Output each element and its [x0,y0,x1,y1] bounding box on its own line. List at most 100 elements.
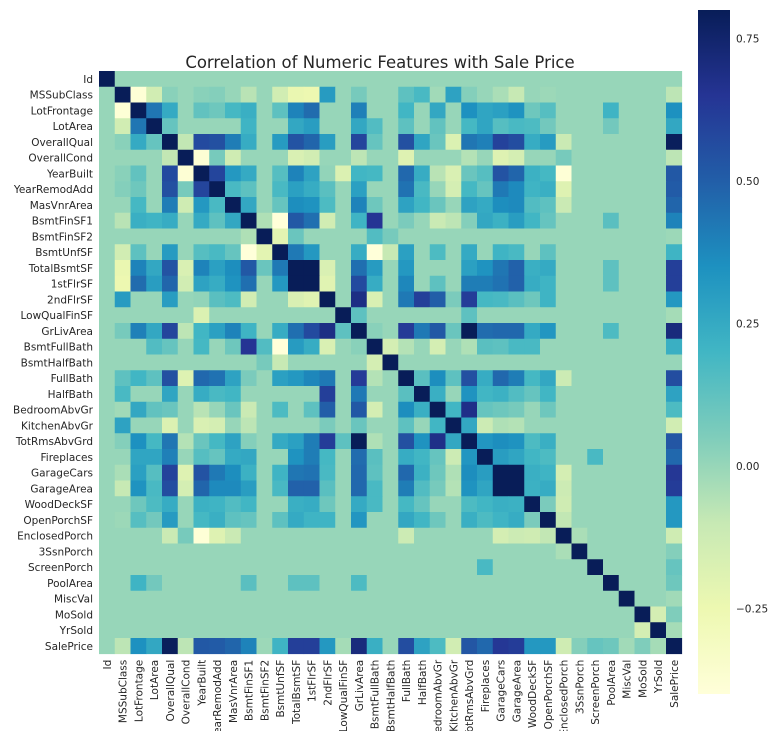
x-tick-label: LowQualFinSF [338,660,350,731]
y-tick-label: OverallQual [31,137,93,149]
heatmap-cell-LotArea-YearRemodAdd [209,118,226,135]
heatmap-cell-YearRemodAdd-EnclosedPorch [555,181,572,198]
heatmap-cell-Id-3SsnPorch [571,71,588,88]
heatmap-cell-BsmtHalfBath-KitchenAbvGr [445,354,462,371]
heatmap-cell-MSSubClass-LotArea [146,86,163,103]
heatmap-cell-GrLivArea-PoolArea [603,323,620,340]
heatmap-cell-MoSold-ScreenPorch [587,606,604,623]
heatmap-cell-OverallQual-OverallQual [162,134,179,151]
heatmap-cell-GarageArea-BsmtUnfSF [272,480,289,497]
heatmap-cell-YrSold-MoSold [634,622,651,639]
heatmap-cell-WoodDeckSF-GarageArea [508,496,525,513]
heatmap-cell-WoodDeckSF-EnclosedPorch [555,496,572,513]
heatmap-cell-MSSubClass-Fireplaces [477,86,494,103]
heatmap-cell-FullBath-2ndFlrSF [319,370,336,387]
heatmap-cell-PoolArea-BsmtUnfSF [272,575,289,592]
heatmap-cell-GrLivArea-MiscVal [618,323,635,340]
chart-title: Correlation of Numeric Features with Sal… [185,53,574,72]
heatmap-cell-TotRmsAbvGrd-2ndFlrSF [319,433,336,450]
heatmap-cell-YearRemodAdd-MiscVal [618,181,635,198]
heatmap-cell-BsmtUnfSF-Id [99,244,116,261]
heatmap-cell-Id-YearBuilt [193,71,210,88]
heatmap-cell-KitchenAbvGr-ScreenPorch [587,417,604,434]
heatmap-cell-WoodDeckSF-LowQualFinSF [335,496,352,513]
heatmap-cell-BsmtFinSF2-OpenPorchSF [540,228,557,245]
heatmap-cell-2ndFlrSF-Id [99,291,116,308]
y-tick-label: BsmtFinSF2 [32,231,93,243]
heatmap-cell-YearBuilt-ScreenPorch [587,165,604,182]
heatmap-cell-PoolArea-3SsnPorch [571,575,588,592]
heatmap-cell-LowQualFinSF-KitchenAbvGr [445,307,462,324]
heatmap-cell-MSSubClass-PoolArea [603,86,620,103]
x-tick-label: SalePrice [669,660,681,708]
heatmap-cell-BsmtHalfBath-YearRemodAdd [209,354,226,371]
heatmap-cell-Fireplaces-EnclosedPorch [555,449,572,466]
heatmap-cell-YearBuilt-BsmtFinSF2 [256,165,273,182]
heatmap-cell-MiscVal-HalfBath [414,590,431,607]
heatmap-cell-GarageArea-HalfBath [414,480,431,497]
heatmap-cell-LowQualFinSF-YearBuilt [193,307,210,324]
heatmap-cell-TotalBsmtSF-OverallCond [177,260,194,277]
heatmap-cell-Id-BsmtFullBath [366,71,383,88]
heatmap-cell-YearBuilt-OpenPorchSF [540,165,557,182]
heatmap-cell-YearBuilt-EnclosedPorch [555,165,572,182]
heatmap-cell-ScreenPorch-2ndFlrSF [319,559,336,576]
heatmap-cell-KitchenAbvGr-1stFlrSF [303,417,320,434]
heatmap-cell-YearBuilt-BsmtUnfSF [272,165,289,182]
heatmap-cell-LowQualFinSF-GarageArea [508,307,525,324]
heatmap-cell-OpenPorchSF-BsmtFullBath [366,512,383,529]
heatmap-cell-LotArea-YearBuilt [193,118,210,135]
heatmap-cell-BsmtHalfBath-MoSold [634,354,651,371]
heatmap-cell-OverallCond-PoolArea [603,149,620,166]
heatmap-cell-YearRemodAdd-LowQualFinSF [335,181,352,198]
heatmap-cell-2ndFlrSF-3SsnPorch [571,291,588,308]
heatmap-cell-GrLivArea-MasVnrArea [225,323,242,340]
heatmap-cell-LotFrontage-MiscVal [618,102,635,119]
heatmap-cell-HalfBath-TotRmsAbvGrd [461,386,478,403]
heatmap-cell-BsmtFullBath-LotFrontage [130,338,147,355]
heatmap-cell-YearRemodAdd-BsmtHalfBath [382,181,399,198]
heatmap-cell-MSSubClass-ScreenPorch [587,86,604,103]
heatmap-cell-LotArea-SalePrice [666,118,683,135]
heatmap-cell-OverallCond-FullBath [398,149,415,166]
heatmap-cell-GrLivArea-MSSubClass [114,323,131,340]
heatmap-cell-BsmtFullBath-KitchenAbvGr [445,338,462,355]
heatmap-cell-3SsnPorch-LowQualFinSF [335,543,352,560]
heatmap-cell-SalePrice-ScreenPorch [587,638,604,655]
heatmap-cell-LotFrontage-MasVnrArea [225,102,242,119]
heatmap-cell-Fireplaces-2ndFlrSF [319,449,336,466]
heatmap-cell-OverallQual-YearRemodAdd [209,134,226,151]
heatmap-cell-BsmtFullBath-Fireplaces [477,338,494,355]
heatmap-cell-OverallCond-BsmtFullBath [366,149,383,166]
heatmap-cell-BsmtFinSF2-YearRemodAdd [209,228,226,245]
heatmap-cell-SalePrice-YrSold [650,638,667,655]
heatmap-cell-HalfBath-2ndFlrSF [319,386,336,403]
heatmap-cell-3SsnPorch-BsmtHalfBath [382,543,399,560]
heatmap-cell-GrLivArea-OverallQual [162,323,179,340]
heatmap-cell-BsmtHalfBath-BsmtFinSF1 [240,354,257,371]
heatmap-cell-OpenPorchSF-MiscVal [618,512,635,529]
heatmap-cell-FullBath-1stFlrSF [303,370,320,387]
heatmap-cell-LotArea-MasVnrArea [225,118,242,135]
heatmap-cell-OverallCond-BsmtFinSF2 [256,149,273,166]
heatmap-cell-OverallCond-OverallCond [177,149,194,166]
y-tick-label: YrSold [59,625,93,637]
heatmap-cell-LowQualFinSF-BsmtFinSF1 [240,307,257,324]
heatmap-cell-OverallQual-HalfBath [414,134,431,151]
heatmap-cell-YearBuilt-SalePrice [666,165,683,182]
heatmap-cell-Fireplaces-FullBath [398,449,415,466]
heatmap-cell-YearRemodAdd-YearBuilt [193,181,210,198]
heatmap-cell-Fireplaces-Id [99,449,116,466]
heatmap-cell-2ndFlrSF-GarageArea [508,291,525,308]
heatmap-cell-LotFrontage-BsmtFinSF2 [256,102,273,119]
heatmap-cell-1stFlrSF-BsmtFinSF2 [256,275,273,292]
heatmap-cell-MasVnrArea-BsmtFinSF1 [240,197,257,214]
heatmap-cell-BsmtFullBath-BsmtHalfBath [382,338,399,355]
heatmap-cell-BsmtHalfBath-TotRmsAbvGrd [461,354,478,371]
heatmap-cell-GrLivArea-YearBuilt [193,323,210,340]
heatmap-cell-LowQualFinSF-EnclosedPorch [555,307,572,324]
heatmap-cell-BsmtFinSF2-YearBuilt [193,228,210,245]
heatmap-cell-FullBath-OverallQual [162,370,179,387]
heatmap-cell-KitchenAbvGr-LotFrontage [130,417,147,434]
heatmap-cell-WoodDeckSF-OverallQual [162,496,179,513]
